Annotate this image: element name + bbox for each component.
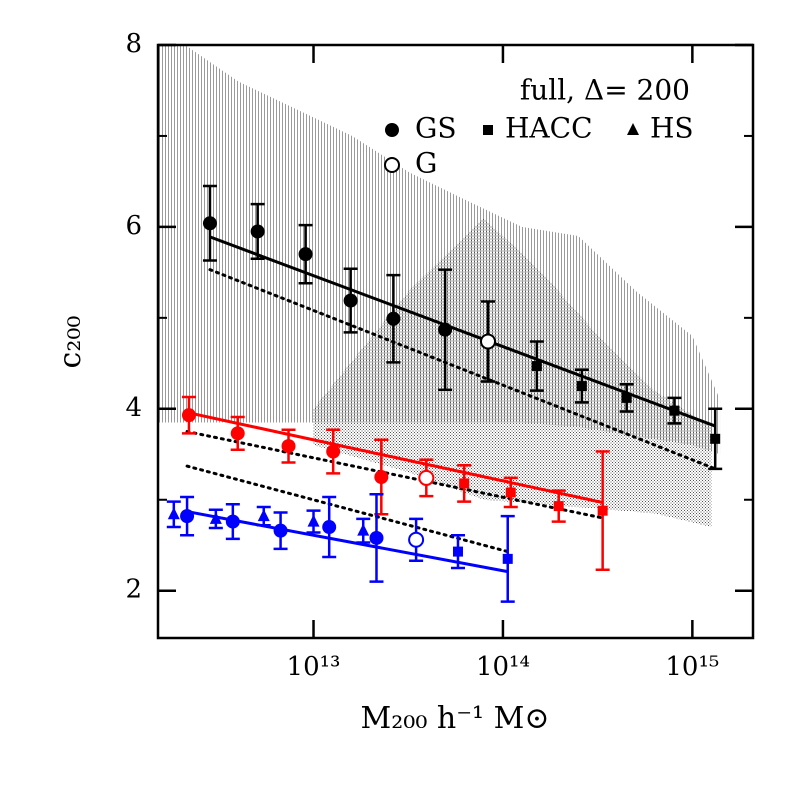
y-tick-label: 4: [125, 393, 142, 423]
plot-area: [158, 45, 723, 603]
marker: [627, 123, 639, 135]
marker: [281, 439, 296, 454]
marker: [386, 311, 401, 326]
marker: [597, 505, 608, 516]
x-tick-label: 10¹⁵: [665, 652, 719, 682]
dotted-line: [185, 464, 510, 554]
legend-label: GS: [415, 112, 457, 145]
marker: [385, 123, 399, 137]
marker: [202, 216, 217, 231]
marker: [418, 469, 435, 486]
marker: [483, 125, 493, 135]
scatter-band: [313, 217, 712, 528]
marker: [576, 381, 587, 392]
legend: GS HACC HS G: [384, 112, 694, 180]
marker: [408, 531, 425, 548]
x-axis-label: M₂₀₀ h⁻¹ M⊙: [361, 701, 550, 736]
marker: [384, 157, 400, 173]
legend-label: G: [415, 147, 437, 180]
marker: [257, 509, 270, 522]
marker: [307, 514, 320, 527]
marker: [343, 293, 358, 308]
y-tick-label: 8: [125, 29, 142, 59]
fit-line: [186, 410, 603, 504]
marker: [505, 487, 516, 498]
frame: [156, 43, 755, 640]
marker: [502, 553, 513, 564]
marker: [374, 470, 389, 485]
marker: [180, 509, 195, 524]
legend-label: HS: [650, 112, 694, 145]
marker: [273, 523, 288, 538]
annotation: full, Δ= 200: [520, 74, 690, 107]
legend-label: HACC: [505, 112, 593, 145]
dotted-line: [208, 268, 717, 471]
marker: [438, 322, 453, 337]
marker: [621, 392, 632, 403]
y-tick-label: 2: [125, 575, 142, 605]
marker: [357, 523, 370, 536]
x-tick-label: 10¹⁴: [476, 652, 530, 682]
marker: [553, 501, 564, 512]
marker: [669, 405, 680, 416]
y-axis-label: c₂₀₀: [53, 316, 88, 369]
marker: [452, 546, 463, 557]
marker: [181, 408, 196, 423]
marker: [369, 530, 384, 545]
fit-line: [186, 510, 509, 574]
marker: [459, 478, 470, 489]
marker: [710, 433, 721, 444]
y-tick-label: 6: [125, 211, 142, 241]
marker: [480, 333, 497, 350]
marker: [531, 361, 542, 372]
marker: [326, 444, 341, 459]
marker: [230, 426, 245, 441]
marker: [209, 511, 222, 524]
marker: [250, 224, 265, 239]
dotted-line: [185, 430, 605, 520]
marker: [167, 507, 180, 520]
marker: [298, 247, 313, 262]
x-tick-label: 10¹³: [287, 652, 341, 682]
marker: [322, 520, 337, 535]
marker: [225, 514, 240, 529]
